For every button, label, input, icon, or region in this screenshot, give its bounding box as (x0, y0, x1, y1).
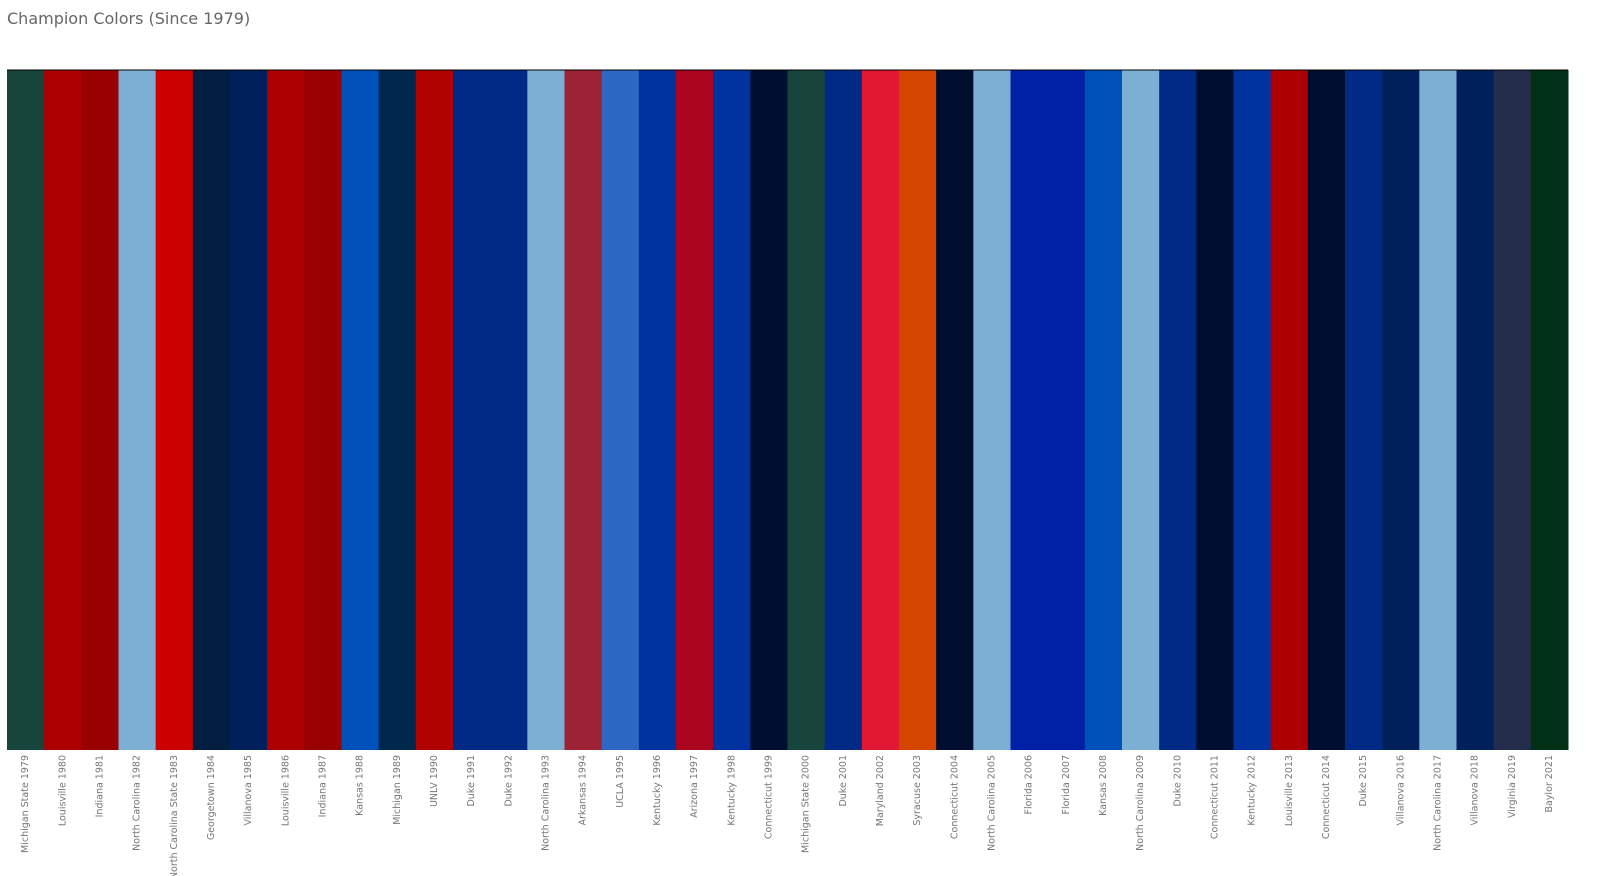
x-tick-label: Florida 2007 (1061, 755, 1072, 815)
stripe (1493, 70, 1532, 750)
x-tick-label: Villanova 2018 (1470, 755, 1481, 826)
stripe (378, 70, 417, 750)
x-tick-label: North Carolina 1993 (540, 755, 551, 851)
x-tick-label: North Carolina 2017 (1432, 755, 1443, 851)
x-tick-label: Connecticut 2011 (1209, 755, 1220, 839)
x-tick-label: North Carolina 2005 (986, 755, 997, 851)
stripe (1047, 70, 1086, 750)
x-tick-label: North Carolina 1982 (132, 755, 143, 851)
stripe (1419, 70, 1457, 750)
x-tick-label: Duke 2001 (838, 755, 849, 807)
stripe (1084, 70, 1123, 750)
x-tick-label: Arkansas 1994 (578, 755, 589, 826)
stripe (601, 70, 640, 750)
chart-title: Champion Colors (Since 1979) (7, 9, 250, 28)
stripe (564, 70, 603, 750)
x-tick-label: Syracuse 2003 (912, 755, 923, 826)
x-tick-label: UCLA 1995 (615, 755, 626, 808)
x-tick-label: Kansas 2008 (1098, 755, 1109, 816)
x-tick-label: Indiana 1987 (317, 755, 328, 817)
x-tick-label: Connecticut 1999 (763, 755, 774, 839)
stripe (1196, 70, 1234, 750)
x-tick-label: Arizona 1997 (689, 755, 700, 818)
x-tick-label: Kansas 1988 (355, 755, 366, 816)
stripe (1307, 70, 1346, 750)
stripe (267, 70, 305, 750)
x-tick-label: Michigan 1989 (392, 755, 403, 825)
stripe (1233, 70, 1272, 750)
x-tick-label: Georgetown 1984 (206, 755, 217, 840)
x-tick-label: Louisville 2013 (1284, 755, 1295, 826)
x-tick-label: UNLV 1990 (429, 755, 440, 807)
stripe (1382, 70, 1420, 750)
x-tick-label: Michigan State 2000 (801, 755, 812, 853)
stripe (973, 70, 1011, 750)
x-tick-label: Connecticut 2014 (1321, 755, 1332, 839)
stripe (713, 70, 751, 750)
x-tick-label: Kentucky 1998 (726, 755, 737, 826)
stripe (304, 70, 342, 750)
x-tick-label: Louisville 1980 (57, 755, 68, 826)
stripe (899, 70, 937, 750)
x-tick-label: North Carolina 2009 (1135, 755, 1146, 851)
x-tick-label: Louisville 1986 (280, 755, 291, 826)
stripe (44, 70, 82, 750)
x-tick-label: Kentucky 2012 (1247, 755, 1258, 826)
x-tick-label: Villanova 2016 (1395, 755, 1406, 826)
x-tick-label: Duke 1992 (503, 755, 514, 807)
x-tick-label: North Carolina State 1983 (169, 755, 180, 876)
stripe (490, 70, 528, 750)
stripe (7, 70, 45, 750)
stripe (936, 70, 974, 750)
x-tick-label: Michigan State 1979 (20, 755, 31, 853)
stripe (527, 70, 565, 750)
x-tick-label: Kentucky 1996 (652, 755, 663, 826)
stripe (824, 70, 863, 750)
x-tick-label: Indiana 1981 (94, 755, 105, 817)
stripe (1456, 70, 1495, 750)
stripe (1122, 70, 1160, 750)
stripe (118, 70, 157, 750)
x-tick-label: Connecticut 2004 (949, 755, 960, 839)
stripe (341, 70, 380, 750)
x-tick-label: Florida 2006 (1024, 755, 1035, 815)
stripe (787, 70, 826, 750)
x-tick-label: Virginia 2019 (1507, 755, 1518, 818)
stripe (81, 70, 119, 750)
stripe (1345, 70, 1383, 750)
stripe (415, 70, 454, 750)
x-tick-label: Villanova 1985 (243, 755, 254, 826)
x-tick-label: Duke 2010 (1172, 755, 1183, 807)
stripe (192, 70, 231, 750)
stripe (1270, 70, 1309, 750)
stripe (750, 70, 788, 750)
stripe (230, 70, 268, 750)
stripe (1159, 70, 1197, 750)
stripe (1530, 70, 1569, 750)
x-tick-label: Baylor 2021 (1544, 755, 1555, 813)
stripe (638, 70, 677, 750)
x-tick-label: Duke 1991 (466, 755, 477, 807)
stripe (453, 70, 491, 750)
stripe (676, 70, 714, 750)
stripe (1010, 70, 1049, 750)
x-tick-label: Maryland 2002 (875, 755, 886, 826)
x-tick-label: Duke 2015 (1358, 755, 1369, 807)
stripe (861, 70, 900, 750)
stripe (155, 70, 194, 750)
